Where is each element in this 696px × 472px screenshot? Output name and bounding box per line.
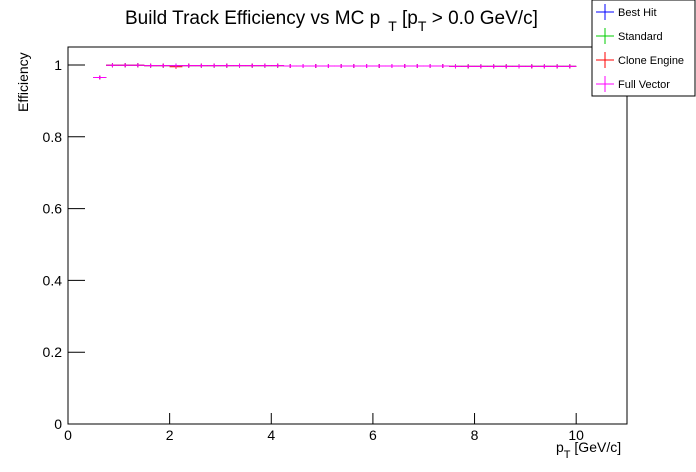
data-point (322, 64, 335, 69)
data-point (233, 63, 246, 68)
data-point (550, 64, 564, 69)
y-tick-label: 0.6 (43, 201, 63, 217)
data-point (194, 63, 208, 68)
data-point (131, 63, 145, 68)
y-tick-label: 0.2 (43, 344, 63, 360)
x-tick-label: 2 (166, 427, 174, 443)
data-point (220, 63, 234, 68)
legend-label: Standard (618, 31, 663, 43)
legend-marker (596, 28, 614, 44)
data-point (423, 64, 437, 69)
y-tick-label: 1 (54, 57, 62, 73)
data-point (207, 63, 221, 68)
x-tick-label: 8 (471, 427, 479, 443)
data-point (538, 64, 551, 69)
data-point (512, 64, 526, 69)
data-point (410, 64, 424, 69)
data-point (271, 63, 285, 68)
data-point (487, 64, 501, 69)
plot-frame (67, 46, 628, 425)
data-point (360, 64, 373, 69)
y-tick-label: 0.4 (43, 272, 63, 288)
legend-label: Full Vector (618, 79, 670, 91)
y-axis-label: Efficiency (15, 52, 31, 112)
data-point (525, 64, 539, 69)
data-point (182, 63, 196, 68)
data-point (398, 64, 412, 69)
legend-label: Clone Engine (618, 55, 684, 67)
data-point (347, 64, 361, 69)
legend-marker (596, 4, 614, 20)
legend-label: Best Hit (618, 7, 657, 19)
data-point (499, 64, 513, 69)
data-point (156, 63, 170, 68)
data-point (258, 63, 272, 68)
legend-marker (596, 52, 614, 68)
x-tick-label: 4 (267, 427, 275, 443)
data-point (245, 63, 259, 68)
data-point (144, 63, 157, 68)
x-axis-label: pT [GeV/c] (556, 439, 621, 461)
data-point (372, 64, 386, 69)
data-point (449, 64, 462, 69)
data-point (309, 64, 323, 69)
data-point (334, 64, 348, 69)
x-tick-label: 0 (64, 427, 72, 443)
legend-box (591, 0, 696, 97)
data-point (436, 64, 450, 69)
data-point (93, 75, 107, 80)
data-point (474, 64, 488, 69)
data-point (118, 63, 132, 68)
x-tick-label: 10 (568, 427, 584, 443)
data-point (461, 64, 475, 69)
y-tick-label: 0 (54, 416, 62, 432)
data-point (283, 64, 297, 69)
x-tick-label: 6 (369, 427, 377, 443)
data-point (296, 64, 310, 69)
y-tick-label: 0.8 (43, 129, 63, 145)
data-point (563, 64, 577, 69)
legend-marker (596, 76, 614, 92)
data-point (385, 64, 399, 69)
data-point (169, 63, 183, 68)
data-point (106, 63, 119, 68)
